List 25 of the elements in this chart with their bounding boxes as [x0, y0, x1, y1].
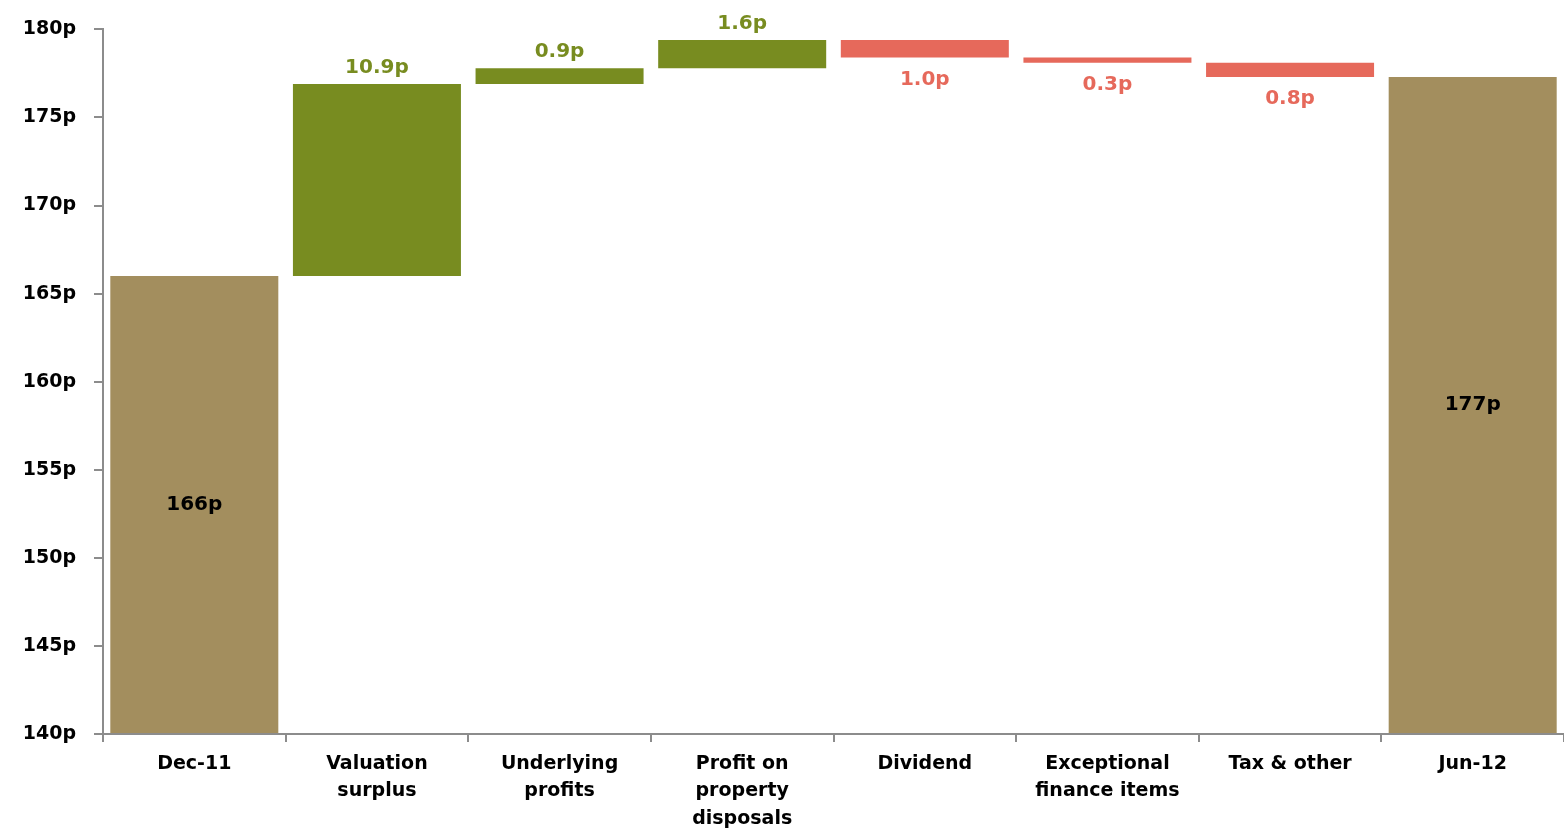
- data-label: 10.9p: [345, 54, 409, 79]
- data-label: 177p: [1444, 391, 1501, 416]
- x-tick-label: Dec-11: [157, 750, 232, 773]
- y-tick-label: 150p: [22, 544, 76, 567]
- y-tick-label: 175p: [22, 104, 76, 127]
- data-label: 0.3p: [1082, 71, 1133, 96]
- data-label: 1.6p: [717, 10, 768, 35]
- x-tick-label: Jun-12: [1436, 750, 1507, 773]
- x-tick-label: Valuation surplus: [326, 750, 428, 801]
- x-tick-label: Dividend: [877, 750, 973, 773]
- y-tick-label: 145p: [22, 632, 76, 655]
- data-label: 0.9p: [534, 38, 585, 63]
- data-label: 0.8p: [1265, 85, 1315, 110]
- y-tick-label: 165p: [22, 280, 76, 303]
- x-tick-label: Tax & other: [1228, 750, 1353, 773]
- x-tick-label: Exceptional finance items: [1035, 750, 1180, 801]
- data-label: 166p: [166, 490, 223, 515]
- y-tick-label: 140p: [22, 720, 76, 743]
- data-label: 1.0p: [899, 65, 950, 90]
- x-tick-label: Underlying profits: [500, 750, 619, 801]
- y-tick-label: 180p: [22, 16, 76, 39]
- y-tick-label: 160p: [22, 368, 76, 391]
- y-tick-label: 170p: [22, 192, 76, 215]
- y-tick-label: 155p: [22, 456, 76, 479]
- x-tick-label: Profit on property disposals: [692, 750, 793, 828]
